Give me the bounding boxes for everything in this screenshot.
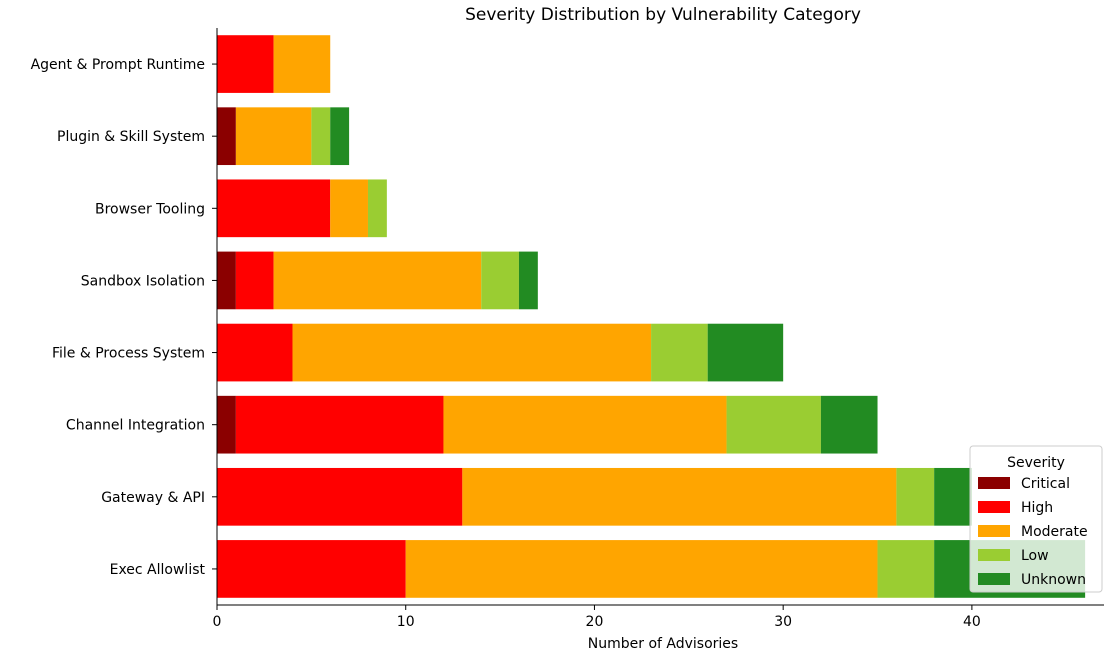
y-tick-label: File & Process System bbox=[52, 346, 205, 362]
bar-low-1 bbox=[896, 467, 935, 526]
bar-unknown-6 bbox=[330, 107, 350, 166]
bar-low-4 bbox=[481, 251, 519, 310]
legend-label-moderate: Moderate bbox=[1021, 524, 1088, 540]
legend-label-unknown: Unknown bbox=[1021, 572, 1086, 588]
y-tick-label: Agent & Prompt Runtime bbox=[31, 57, 205, 73]
bar-critical-6 bbox=[217, 107, 236, 166]
bar-low-2 bbox=[726, 395, 821, 454]
legend: Severity Critical High Moderate Low Unknown bbox=[969, 445, 1103, 593]
bars-layer bbox=[217, 35, 1086, 598]
bar-low-0 bbox=[877, 540, 935, 598]
x-tick-label: 10 bbox=[397, 614, 415, 630]
bar-critical-4 bbox=[217, 251, 236, 310]
bar-moderate-3 bbox=[292, 323, 652, 382]
x-tick-label: 0 bbox=[213, 614, 222, 630]
bar-high-5 bbox=[217, 179, 331, 238]
y-tick-label: Channel Integration bbox=[66, 418, 205, 434]
bar-moderate-7 bbox=[273, 35, 331, 93]
bar-moderate-2 bbox=[443, 395, 727, 454]
bar-high-1 bbox=[217, 467, 463, 526]
x-tick-label: 30 bbox=[774, 614, 792, 630]
y-tick-label: Exec Allowlist bbox=[110, 562, 206, 578]
legend-label-high: High bbox=[1021, 500, 1053, 516]
bar-low-6 bbox=[311, 107, 331, 166]
bar-high-0 bbox=[217, 540, 406, 598]
bar-high-4 bbox=[235, 251, 274, 310]
bar-high-7 bbox=[217, 35, 274, 93]
bar-critical-2 bbox=[217, 395, 236, 454]
y-tick-label: Plugin & Skill System bbox=[57, 129, 205, 145]
bar-moderate-1 bbox=[462, 467, 897, 526]
bar-high-3 bbox=[217, 323, 293, 382]
legend-swatch-critical bbox=[978, 477, 1010, 489]
x-tick-label: 40 bbox=[963, 614, 981, 630]
bar-unknown-2 bbox=[820, 395, 878, 454]
bar-moderate-6 bbox=[235, 107, 312, 166]
bar-low-5 bbox=[367, 179, 387, 238]
legend-label-low: Low bbox=[1021, 548, 1049, 564]
bar-moderate-5 bbox=[330, 179, 368, 238]
x-tick-label: 20 bbox=[586, 614, 604, 630]
bar-high-2 bbox=[235, 395, 444, 454]
legend-swatch-moderate bbox=[978, 525, 1010, 537]
bar-moderate-4 bbox=[273, 251, 482, 310]
y-tick-label: Browser Tooling bbox=[95, 201, 205, 217]
bar-unknown-3 bbox=[707, 323, 784, 382]
legend-swatch-low bbox=[978, 549, 1010, 561]
bar-low-3 bbox=[651, 323, 708, 382]
bar-unknown-4 bbox=[518, 251, 538, 310]
legend-title: Severity bbox=[1007, 455, 1065, 471]
legend-swatch-unknown bbox=[978, 573, 1010, 585]
x-axis-label: Number of Advisories bbox=[588, 636, 738, 652]
bar-unknown-1 bbox=[934, 467, 972, 526]
y-tick-label: Gateway & API bbox=[101, 490, 205, 506]
chart-title: Severity Distribution by Vulnerability C… bbox=[465, 5, 861, 25]
axes-layer: 0 10 20 30 40 Exec Allowlist Gateway & API Chan… bbox=[31, 28, 1104, 630]
bar-moderate-0 bbox=[405, 540, 878, 598]
legend-label-critical: Critical bbox=[1021, 476, 1070, 492]
legend-swatch-high bbox=[978, 501, 1010, 513]
y-tick-label: Sandbox Isolation bbox=[81, 273, 205, 289]
